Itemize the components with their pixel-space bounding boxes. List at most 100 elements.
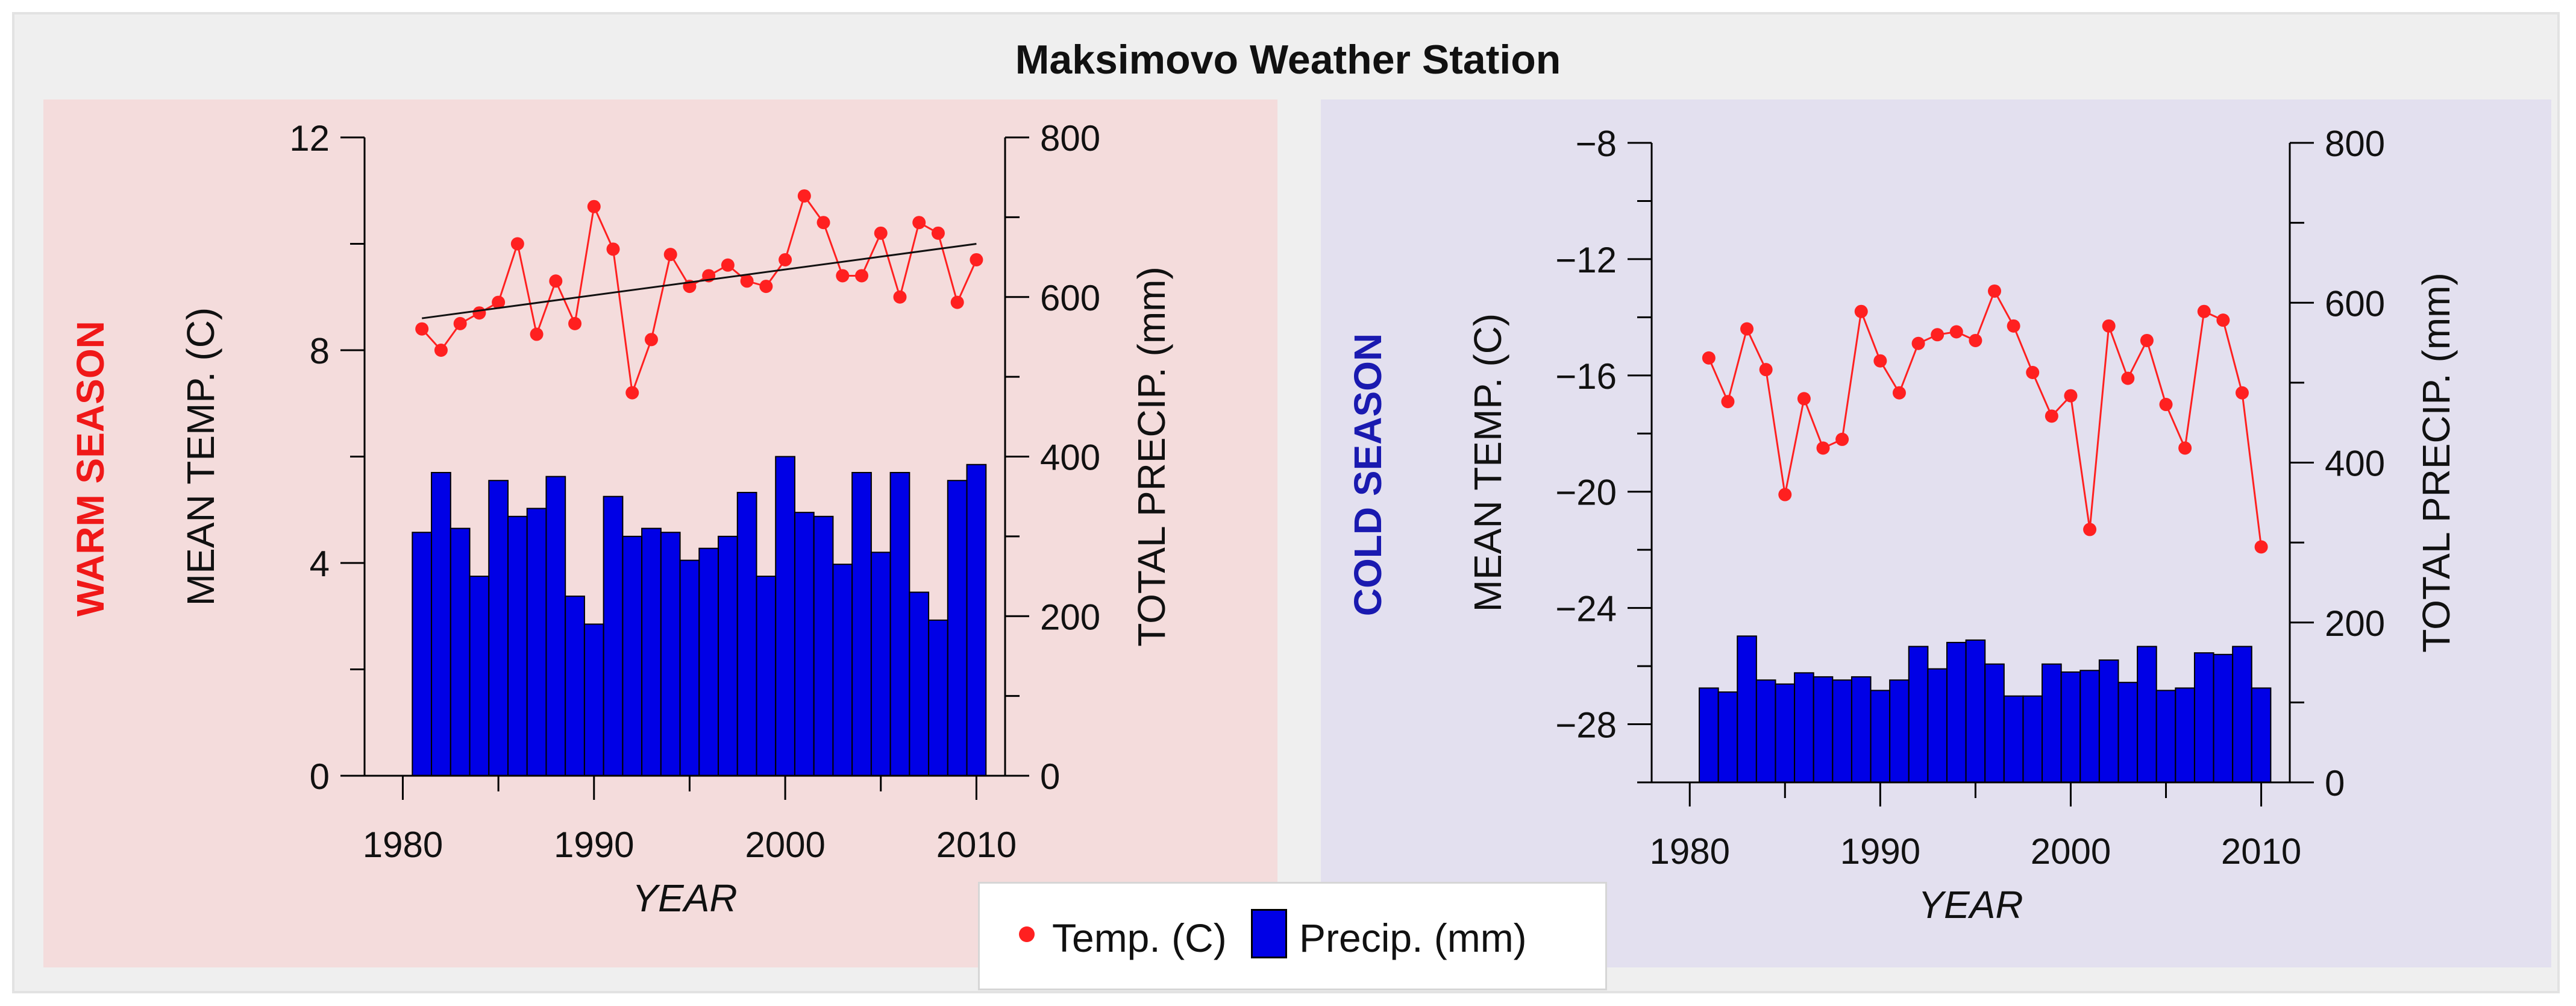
left-tick-label: 4: [310, 544, 330, 584]
precip-bar: [909, 591, 930, 776]
temperature-point: [510, 237, 524, 251]
temperature-point: [2140, 333, 2154, 347]
temperature-point: [1721, 395, 1735, 409]
right-tick-label: 800: [1040, 118, 1100, 159]
precip-bar: [1965, 639, 1986, 783]
temperature-point: [2216, 313, 2230, 327]
precip-bar: [507, 515, 528, 776]
precip-bar: [2098, 659, 2119, 783]
temperature-point: [874, 226, 888, 240]
precip-bar: [1946, 641, 1967, 783]
precip-bar: [736, 492, 757, 776]
right-axis-label: TOTAL PRECIP. (mm): [1130, 266, 1173, 647]
x-tick-label: 2010: [936, 825, 1017, 865]
temperature-point: [2045, 409, 2058, 423]
temperature-point: [1778, 488, 1792, 501]
temperature-point: [931, 226, 945, 240]
right-tick-label: 0: [1040, 756, 1060, 797]
right-tick-label: 200: [1040, 597, 1100, 637]
temperature-point: [587, 200, 601, 213]
precip-bar: [431, 471, 451, 776]
precip-bar: [469, 576, 490, 776]
legend-temp-marker: [1019, 926, 1035, 942]
left-axis-label: MEAN TEMP. (C): [179, 307, 222, 606]
left-tick-label: 8: [310, 331, 330, 371]
temperature-point: [797, 189, 811, 203]
temperature-point: [1759, 363, 1773, 377]
precip-bar: [545, 476, 566, 776]
precip-bar: [1813, 676, 1834, 784]
temperature-point: [721, 258, 735, 272]
right-tick-label: 600: [2325, 283, 2385, 324]
precip-bar: [1717, 691, 1738, 784]
x-axis-label: YEAR: [1918, 883, 2023, 926]
right-tick-label: 600: [1040, 278, 1100, 318]
temperature-point: [2121, 371, 2135, 385]
temperature-point: [2235, 386, 2249, 400]
left-tick-label: 0: [310, 756, 330, 797]
precip-bar: [1775, 683, 1796, 783]
right-tick-label: 200: [2325, 603, 2385, 644]
temperature-point: [2254, 540, 2268, 554]
precip-bar: [794, 512, 815, 776]
warm-chart: 0 4 8 12 0 200 400 600 800 1980 1990 2000 2010 YEAR ME…: [69, 118, 1173, 920]
temperature-point: [2064, 389, 2078, 403]
right-tick-label: 400: [1040, 438, 1100, 478]
precip-bar: [756, 576, 777, 776]
temperature-point: [2197, 304, 2211, 318]
temperature-point: [1988, 284, 2002, 298]
temperature-point: [1949, 325, 1963, 339]
left-tick-label: −12: [1555, 240, 1617, 280]
left-tick-label: −16: [1555, 356, 1617, 397]
precip-bar: [832, 564, 853, 776]
temperature-point: [1854, 304, 1868, 318]
temperature-point: [1702, 351, 1716, 365]
temperature-point: [1740, 322, 1754, 336]
temperature-point: [759, 280, 773, 294]
precip-bar: [2155, 690, 2176, 783]
precip-bar: [2022, 695, 2043, 784]
trend-line: [421, 243, 977, 319]
left-tick-label: −8: [1576, 124, 1617, 164]
x-tick-label: 2000: [2031, 831, 2111, 872]
precip-bar: [947, 480, 968, 777]
legend-precip-label: Precip. (mm): [1299, 916, 1527, 960]
temperature-point: [779, 253, 792, 266]
x-tick-label: 1990: [554, 825, 634, 865]
temperature-point: [492, 295, 506, 309]
precip-bar: [966, 464, 987, 776]
left-tick-label: 12: [289, 118, 330, 159]
temperature-point: [816, 216, 830, 230]
precip-bar: [2175, 687, 2195, 783]
right-tick-label: 0: [2325, 763, 2345, 803]
precip-bar: [718, 535, 738, 776]
precip-bar: [641, 527, 662, 776]
temperature-point: [912, 216, 926, 230]
precip-bar: [1984, 663, 2005, 783]
precip-bar: [679, 559, 700, 777]
temperature-point: [836, 269, 850, 283]
temperature-point: [970, 253, 983, 266]
precip-bar: [1737, 635, 1757, 784]
left-axis-label: MEAN TEMP. (C): [1466, 313, 1509, 612]
precip-bar: [1794, 672, 1814, 783]
temperature-point: [1835, 432, 1849, 446]
temperature-point: [644, 333, 658, 347]
temperature-point: [855, 269, 869, 283]
precip-bar: [603, 495, 624, 776]
right-tick-label: 800: [2325, 124, 2385, 164]
precip-bar: [526, 508, 547, 776]
temperature-point: [1797, 392, 1811, 406]
precip-bar: [1927, 668, 1948, 783]
precip-bar: [660, 532, 681, 776]
precip-bar: [622, 535, 643, 776]
precip-bar: [583, 623, 604, 777]
precip-bar: [2003, 695, 2024, 784]
temperature-point: [1873, 354, 1887, 368]
precip-bar: [2213, 653, 2234, 784]
precip-bar: [1832, 679, 1852, 783]
temperature-point: [740, 274, 754, 288]
season-label: COLD SEASON: [1346, 333, 1390, 616]
x-axis-label: YEAR: [632, 876, 737, 920]
precip-bar: [1755, 679, 1776, 783]
